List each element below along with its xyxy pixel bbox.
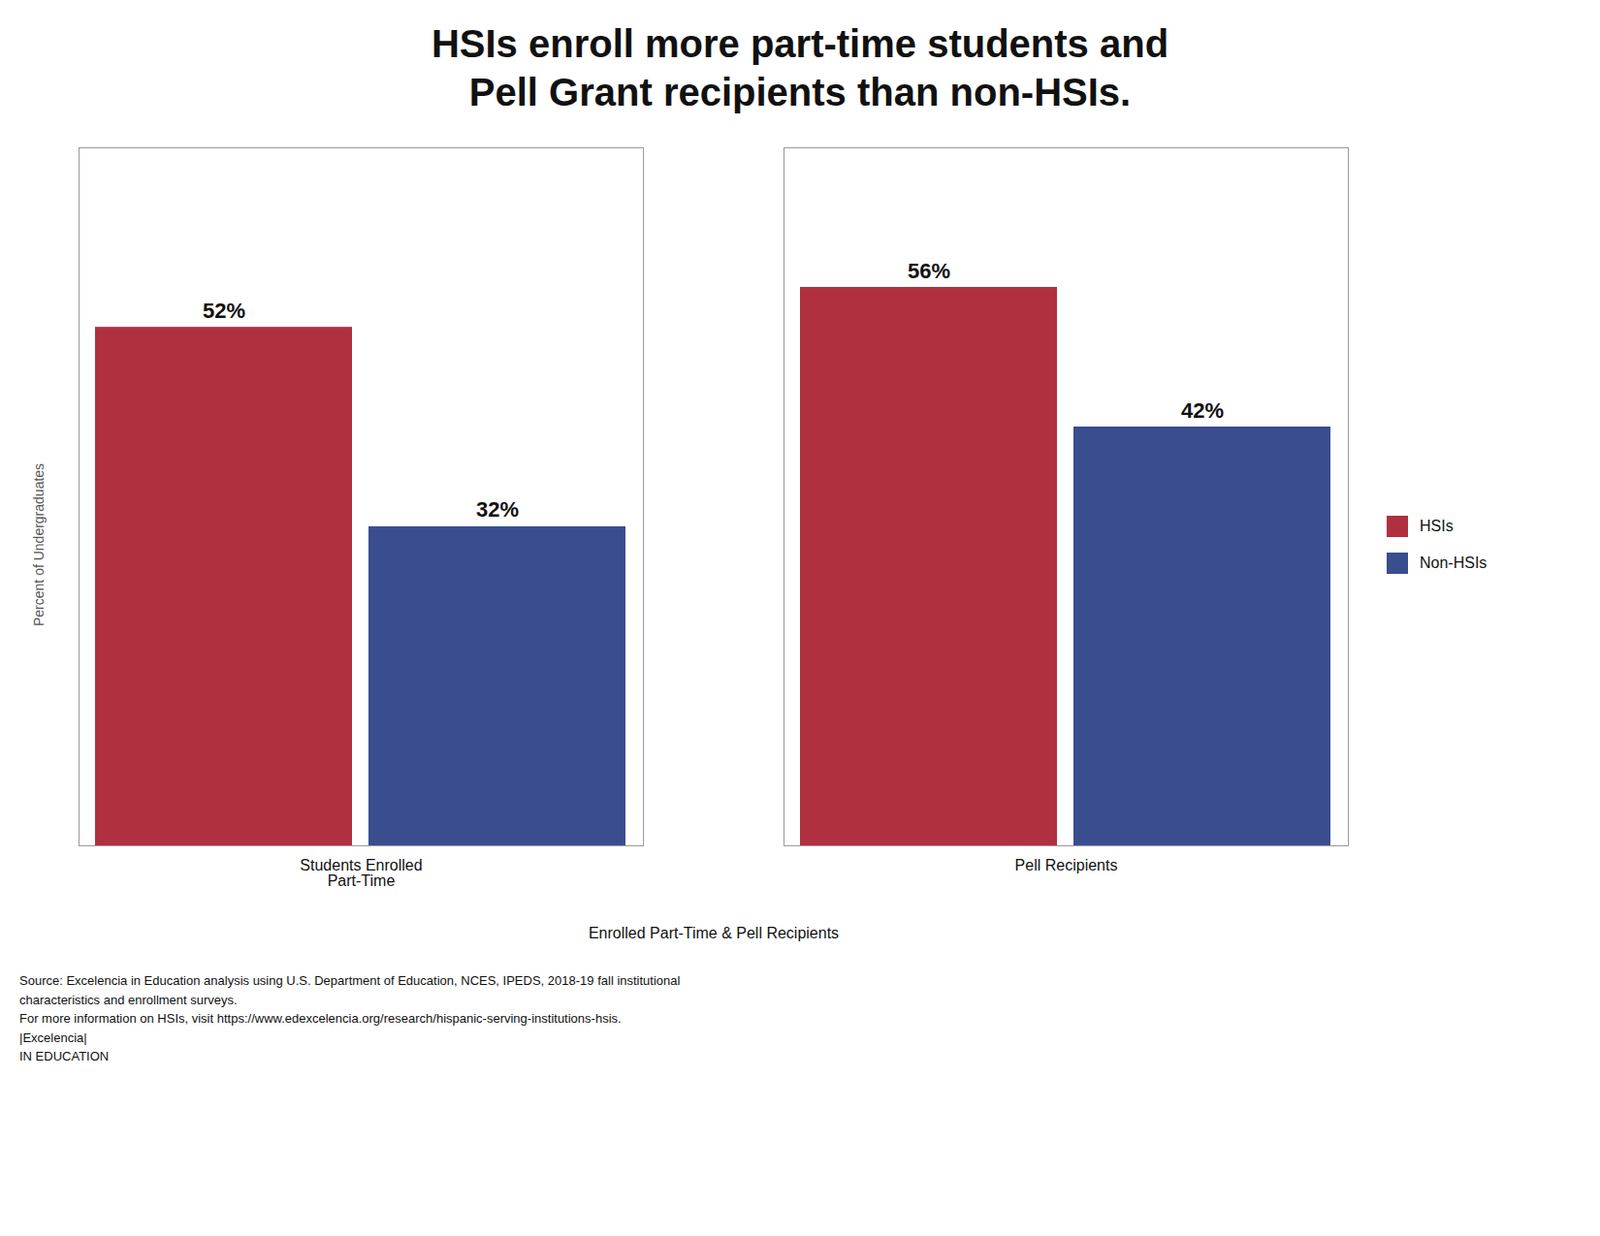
html-text:For more information on HSIs,: For more information on HSIs, visit http… <box>19 1011 622 1026</box>
svg-text:32%: 32% <box>476 497 519 522</box>
html-text:HSIs: HSIs <box>1419 517 1454 535</box>
html-text:characteristics and enrollment: characteristics and enrollment surveys. <box>19 992 238 1008</box>
svg-text:Students EnrolledPart-Time: Students EnrolledPart-Time <box>299 857 422 890</box>
html-text:Non-HSIs: Non-HSIs <box>1419 554 1487 572</box>
html-text:Source: Excelencia in Educatio: Source: Excelencia in Education analysis… <box>19 973 681 989</box>
svg-text:56%: 56% <box>907 258 951 284</box>
svg-text:Pell Recipients: Pell Recipients <box>1015 857 1119 874</box>
svg-text:Enrolled Part-Time & Pell Reci: Enrolled Part-Time & Pell Recipients <box>588 925 839 942</box>
html-text:IN EDUCATION: IN EDUCATION <box>19 1049 109 1064</box>
html-text:|Excelencia|: |Excelencia| <box>19 1030 87 1045</box>
html-text:HSIs enroll more part-time stu: HSIs enroll more part-time students and … <box>431 22 1169 114</box>
svg-text:52%: 52% <box>202 298 246 323</box>
svg-text:42%: 42% <box>1181 398 1224 423</box>
html-text:Percent of Undergraduates: Percent of Undergraduates <box>31 463 47 627</box>
